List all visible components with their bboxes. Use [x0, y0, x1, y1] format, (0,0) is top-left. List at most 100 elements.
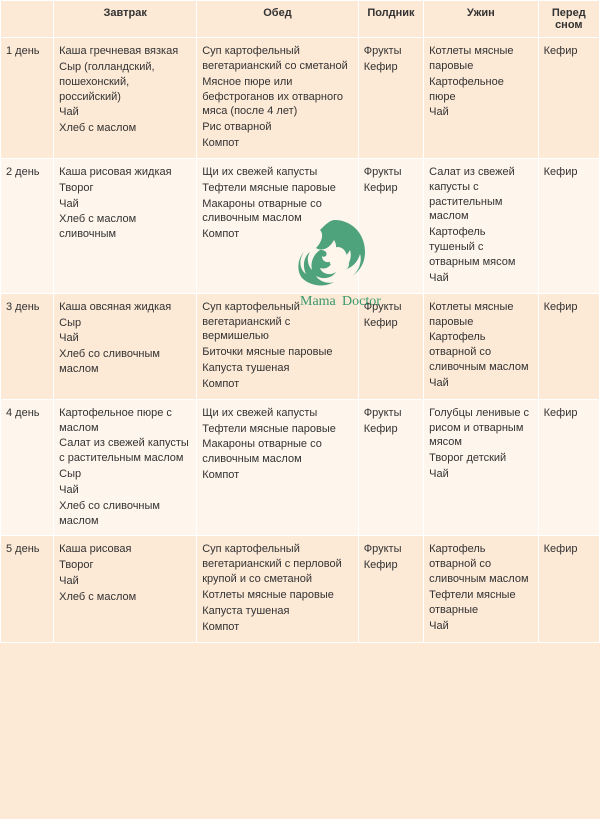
breakfast-cell: Каша гречневая вязкаяСыр (голландский, п… — [54, 38, 197, 159]
cell-line: Сыр — [59, 316, 191, 331]
cell-line: Кефир — [544, 165, 594, 180]
cell-line: Творог детский — [429, 451, 532, 466]
cell-line: Щи их свежей капусты — [202, 406, 353, 421]
snack-cell: ФруктыКефир — [358, 293, 423, 399]
bed-cell: Кефир — [538, 158, 599, 293]
cell-line: Творог — [59, 558, 191, 573]
cell-line: Кефир — [364, 181, 418, 196]
cell-line: Каша овсяная жидкая — [59, 300, 191, 315]
cell-line: Картофельное пюре с маслом — [59, 406, 191, 436]
cell-line: Кефир — [364, 316, 418, 331]
cell-line: Хлеб с маслом — [59, 121, 191, 136]
cell-line: Хлеб со сливочным маслом — [59, 347, 191, 377]
cell-line: Салат из свежей капусты с растительным м… — [59, 436, 191, 466]
bed-cell: Кефир — [538, 38, 599, 159]
table-row: 2 деньКаша рисовая жидкаяТворогЧайХлеб с… — [1, 158, 600, 293]
breakfast-cell: Картофельное пюре с масломСалат из свеже… — [54, 399, 197, 536]
col-dinner: Ужин — [424, 1, 538, 38]
cell-line: Голубцы ленивые с рисом и отварным мясом — [429, 406, 532, 451]
cell-line: Фрукты — [364, 300, 418, 315]
cell-line: Творог — [59, 181, 191, 196]
bed-cell: Кефир — [538, 536, 599, 642]
snack-cell: ФруктыКефир — [358, 38, 423, 159]
cell-line: Салат из свежей капусты с растительным м… — [429, 165, 532, 224]
day-cell: 5 день — [1, 536, 54, 642]
cell-line: Капуста тушеная — [202, 361, 353, 376]
cell-line: Хлеб с маслом — [59, 590, 191, 605]
cell-line: Компот — [202, 468, 353, 483]
col-snack: Полдник — [358, 1, 423, 38]
table-row: 5 день Каша рисоваяТворогЧайХлеб с маслом… — [1, 536, 600, 642]
dinner-cell: Голубцы ленивые с рисом и отварным мясом… — [424, 399, 538, 536]
day-cell: 2 день — [1, 158, 54, 293]
cell-line: Фрукты — [364, 165, 418, 180]
cell-line: Чай — [429, 271, 532, 286]
cell-line: Макароны отварные со сливочным маслом — [202, 197, 353, 227]
cell-line: Рис отварной — [202, 120, 353, 135]
cell-line: 1 день — [6, 44, 48, 59]
cell-line: Щи их свежей капусты — [202, 165, 353, 180]
cell-line: Чай — [59, 331, 191, 346]
cell-line: Чай — [429, 105, 532, 120]
cell-line: Тефтели мясные отварные — [429, 588, 532, 618]
table-row: 4 день Картофельное пюре с масломСалат из… — [1, 399, 600, 536]
cell-line: Сыр — [59, 467, 191, 482]
cell-line: Каша рисовая жидкая — [59, 165, 191, 180]
cell-line: 4 день — [6, 406, 48, 421]
cell-line: Сыр (голландский, пошехонский, российски… — [59, 60, 191, 105]
cell-line: Картофель отварной со сливочным маслом — [429, 542, 532, 587]
bed-cell: Кефир — [538, 293, 599, 399]
cell-line: Картофельное пюре — [429, 75, 532, 105]
cell-line: Компот — [202, 227, 353, 242]
cell-line: Чай — [59, 105, 191, 120]
cell-line: Кефир — [364, 60, 418, 75]
cell-line: Фрукты — [364, 542, 418, 557]
cell-line: Макароны отварные со сливочным маслом — [202, 437, 353, 467]
header-row: Завтрак Обед Полдник Ужин Перед сном — [1, 1, 600, 38]
cell-line: Фрукты — [364, 44, 418, 59]
dinner-cell: Салат из свежей капусты с растительным м… — [424, 158, 538, 293]
col-day — [1, 1, 54, 38]
cell-line: Тефтели мясные паровые — [202, 422, 353, 437]
cell-line: Суп картофельный вегетарианский с перлов… — [202, 542, 353, 587]
dinner-cell: Картофель отварной со сливочным масломТе… — [424, 536, 538, 642]
lunch-cell: Суп картофельный вегетарианский с перлов… — [197, 536, 359, 642]
cell-line: Суп картофельный вегетарианский с вермиш… — [202, 300, 353, 345]
cell-line: Суп картофельный вегетарианский со смета… — [202, 44, 353, 74]
day-cell: 1 день — [1, 38, 54, 159]
cell-line: Котлеты мясные паровые — [429, 300, 532, 330]
cell-line: Чай — [59, 574, 191, 589]
cell-line: Кефир — [544, 542, 594, 557]
cell-line: Каша гречневая вязкая — [59, 44, 191, 59]
cell-line: Компот — [202, 377, 353, 392]
dinner-cell: Котлеты мясные паровыеКартофельное пюреЧ… — [424, 38, 538, 159]
meal-plan-table: Завтрак Обед Полдник Ужин Перед сном 1 д… — [0, 0, 600, 643]
cell-line: Чай — [429, 376, 532, 391]
cell-line: Чай — [59, 483, 191, 498]
cell-line: Хлеб со сливочным маслом — [59, 499, 191, 529]
cell-line: Биточки мясные паровые — [202, 345, 353, 360]
cell-line: Котлеты мясные паровые — [202, 588, 353, 603]
cell-line: Картофель тушеный с отварным мясом — [429, 225, 532, 270]
cell-line: Каша рисовая — [59, 542, 191, 557]
breakfast-cell: Каша рисовая жидкаяТворогЧайХлеб с масло… — [54, 158, 197, 293]
cell-line: 3 день — [6, 300, 48, 315]
cell-line: Мясное пюре или бефстроганов их отварног… — [202, 75, 353, 120]
cell-line: Хлеб с маслом сливочным — [59, 212, 191, 242]
cell-line: Кефир — [544, 406, 594, 421]
lunch-cell: Щи их свежей капустыТефтели мясные паров… — [197, 399, 359, 536]
cell-line: Тефтели мясные паровые — [202, 181, 353, 196]
lunch-cell: Щи их свежей капустыТефтели мясные паров… — [197, 158, 359, 293]
col-lunch: Обед — [197, 1, 359, 38]
cell-line: 5 день — [6, 542, 48, 557]
cell-line: Компот — [202, 620, 353, 635]
cell-line: Чай — [429, 467, 532, 482]
cell-line: Кефир — [544, 300, 594, 315]
cell-line: Картофель отварной со сливочным маслом — [429, 330, 532, 375]
lunch-cell: Суп картофельный вегетарианский со смета… — [197, 38, 359, 159]
day-cell: 3 день — [1, 293, 54, 399]
cell-line: 2 день — [6, 165, 48, 180]
snack-cell: ФруктыКефир — [358, 399, 423, 536]
cell-line: Кефир — [544, 44, 594, 59]
col-bed: Перед сном — [538, 1, 599, 38]
